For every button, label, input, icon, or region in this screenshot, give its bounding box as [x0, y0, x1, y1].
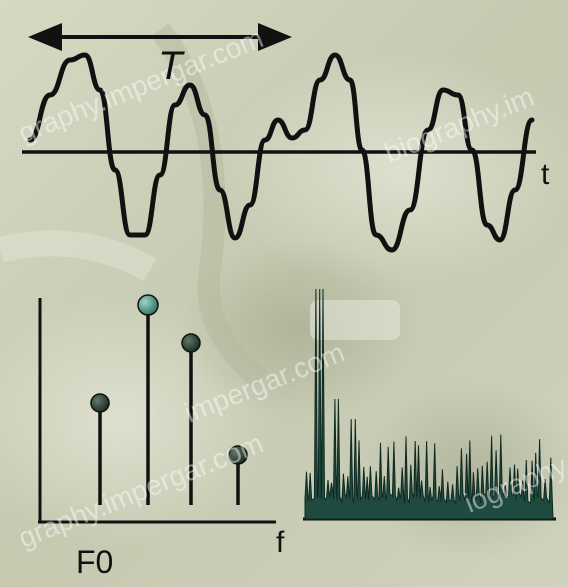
waveform-curve: [27, 52, 535, 253]
background-shape: [310, 300, 400, 340]
frequency-axis-label: f: [276, 526, 285, 559]
stem-harmonic-1: [90, 393, 110, 505]
stem-harmonic-2: [137, 294, 159, 505]
background-highlight: [220, 50, 568, 290]
background-shape: [0, 230, 157, 282]
time-axis-label: t: [541, 158, 550, 191]
double-headed-arrow-icon: [28, 23, 292, 51]
fundamental-frequency-label: F0: [76, 544, 114, 580]
stem-harmonic-3: [181, 333, 201, 505]
continuous-spectrum: [304, 288, 554, 520]
background-shape: [151, 23, 268, 389]
stem-harmonic-4: [228, 445, 248, 505]
period-label: T: [158, 44, 183, 88]
